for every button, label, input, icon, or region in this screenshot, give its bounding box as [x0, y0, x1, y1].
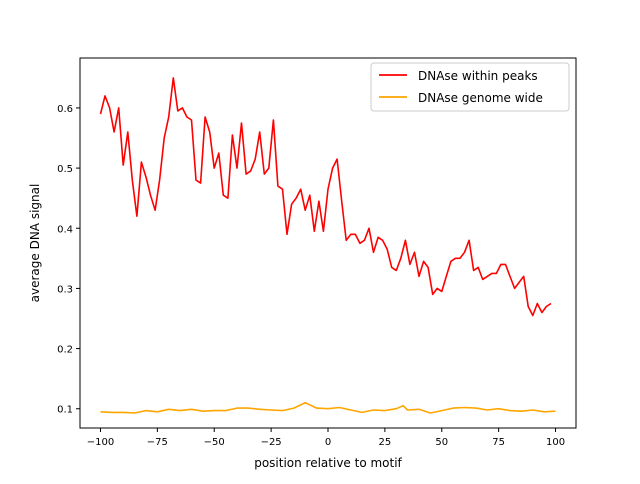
x-tick-label: 100: [546, 437, 565, 448]
x-tick-label: 75: [492, 437, 505, 448]
y-tick-label: 0.3: [57, 284, 73, 295]
legend-label-within-peaks: DNAse within peaks: [418, 69, 538, 83]
series-layer: [99, 77, 556, 414]
x-axis-label: position relative to motif: [254, 456, 402, 470]
x-tick-label: −100: [87, 437, 114, 448]
x-tick-label: 0: [325, 437, 331, 448]
y-tick-label: 0.1: [57, 405, 73, 416]
series-line-genome-wide: [100, 401, 556, 414]
legend-label-genome-wide: DNAse genome wide: [418, 91, 543, 105]
y-tick-label: 0.5: [57, 164, 73, 175]
legend-frame: [370, 62, 570, 112]
y-tick-label: 0.4: [57, 224, 73, 235]
plot-area: [80, 58, 576, 428]
series-line-within-peaks: [99, 77, 552, 317]
x-tick-label: 50: [435, 437, 448, 448]
y-axis: 0.1 0.2 0.3 0.4 0.5 0.6: [57, 104, 80, 416]
x-axis: −100 −75 −50 −25 0 25 50 75 100: [87, 428, 565, 448]
legend: DNAse within peaks DNAse genome wide: [370, 62, 570, 112]
y-tick-label: 0.6: [57, 104, 73, 115]
x-tick-label: −75: [147, 437, 168, 448]
x-tick-label: 25: [379, 437, 392, 448]
y-tick-label: 0.2: [57, 345, 73, 356]
x-tick-label: −25: [261, 437, 282, 448]
x-tick-label: −50: [204, 437, 225, 448]
y-axis-label: average DNA signal: [28, 184, 42, 303]
